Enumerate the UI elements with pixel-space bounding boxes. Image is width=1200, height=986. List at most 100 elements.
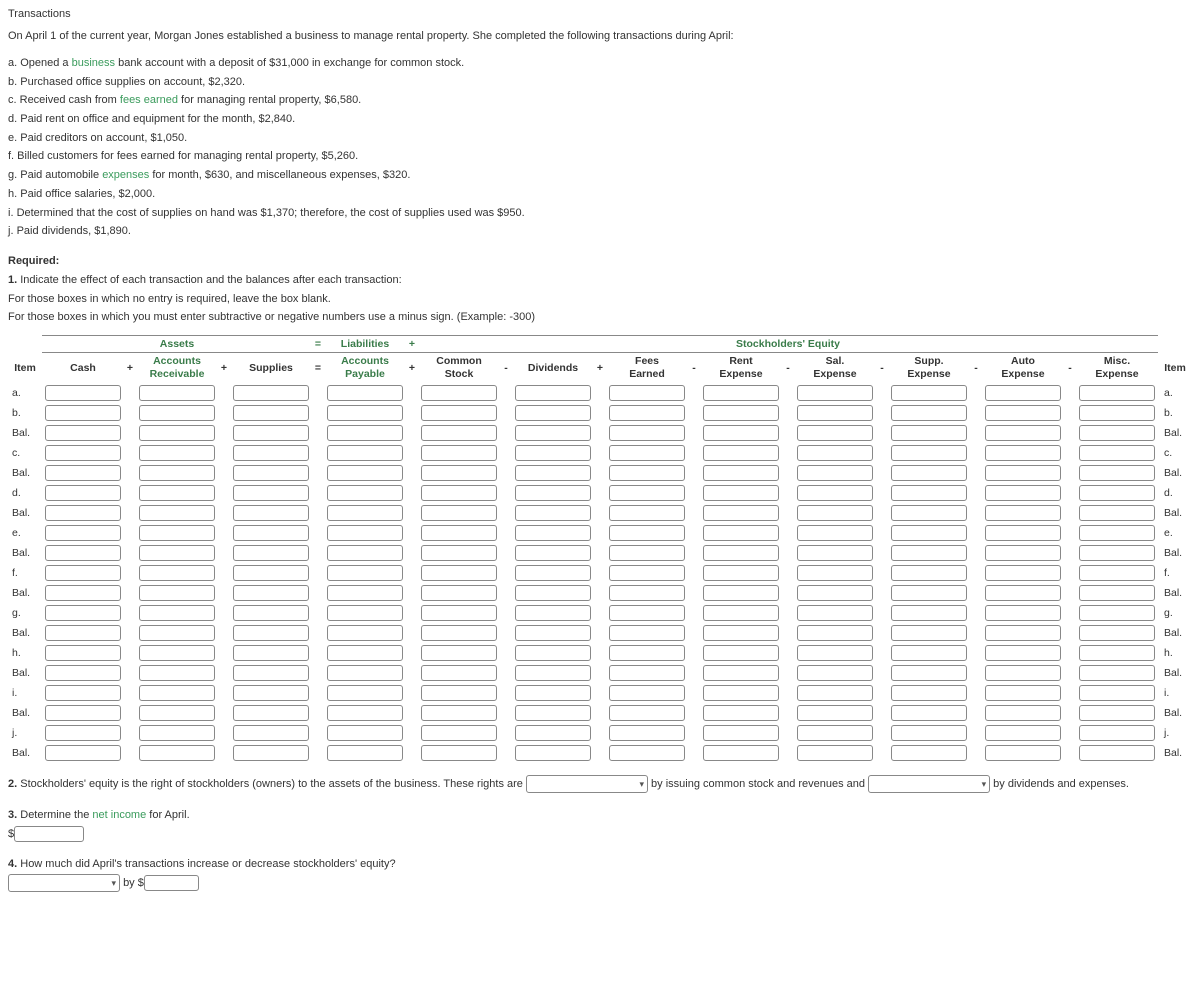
cell-input[interactable] bbox=[703, 525, 779, 541]
cell-input[interactable] bbox=[985, 405, 1061, 421]
cell-input[interactable] bbox=[421, 465, 497, 481]
cell-input[interactable] bbox=[327, 625, 403, 641]
cell-input[interactable] bbox=[139, 585, 215, 601]
cell-input[interactable] bbox=[609, 605, 685, 621]
cell-input[interactable] bbox=[985, 485, 1061, 501]
cell-input[interactable] bbox=[985, 445, 1061, 461]
cell-input[interactable] bbox=[797, 605, 873, 621]
cell-input[interactable] bbox=[1079, 725, 1155, 741]
cell-input[interactable] bbox=[421, 485, 497, 501]
cell-input[interactable] bbox=[891, 725, 967, 741]
cell-input[interactable] bbox=[327, 665, 403, 681]
cell-input[interactable] bbox=[797, 725, 873, 741]
cell-input[interactable] bbox=[45, 605, 121, 621]
cell-input[interactable] bbox=[421, 725, 497, 741]
cell-input[interactable] bbox=[1079, 405, 1155, 421]
cell-input[interactable] bbox=[891, 385, 967, 401]
cell-input[interactable] bbox=[797, 445, 873, 461]
cell-input[interactable] bbox=[233, 405, 309, 421]
cell-input[interactable] bbox=[327, 745, 403, 761]
cell-input[interactable] bbox=[515, 565, 591, 581]
cell-input[interactable] bbox=[1079, 605, 1155, 621]
cell-input[interactable] bbox=[797, 645, 873, 661]
cell-input[interactable] bbox=[609, 745, 685, 761]
cell-input[interactable] bbox=[515, 585, 591, 601]
cell-input[interactable] bbox=[327, 725, 403, 741]
cell-input[interactable] bbox=[985, 725, 1061, 741]
cell-input[interactable] bbox=[703, 485, 779, 501]
cell-input[interactable] bbox=[233, 465, 309, 481]
cell-input[interactable] bbox=[45, 585, 121, 601]
cell-input[interactable] bbox=[1079, 585, 1155, 601]
cell-input[interactable] bbox=[233, 425, 309, 441]
cell-input[interactable] bbox=[891, 445, 967, 461]
cell-input[interactable] bbox=[515, 625, 591, 641]
cell-input[interactable] bbox=[139, 445, 215, 461]
cell-input[interactable] bbox=[985, 705, 1061, 721]
cell-input[interactable] bbox=[327, 705, 403, 721]
cell-input[interactable] bbox=[515, 665, 591, 681]
q2-select-2[interactable] bbox=[868, 775, 990, 793]
cell-input[interactable] bbox=[891, 625, 967, 641]
cell-input[interactable] bbox=[797, 485, 873, 501]
cell-input[interactable] bbox=[609, 585, 685, 601]
cell-input[interactable] bbox=[703, 465, 779, 481]
cell-input[interactable] bbox=[515, 685, 591, 701]
cell-input[interactable] bbox=[327, 405, 403, 421]
cell-input[interactable] bbox=[985, 665, 1061, 681]
cell-input[interactable] bbox=[609, 665, 685, 681]
cell-input[interactable] bbox=[327, 505, 403, 521]
cell-input[interactable] bbox=[985, 645, 1061, 661]
cell-input[interactable] bbox=[985, 385, 1061, 401]
cell-input[interactable] bbox=[515, 465, 591, 481]
cell-input[interactable] bbox=[1079, 385, 1155, 401]
cell-input[interactable] bbox=[797, 665, 873, 681]
cell-input[interactable] bbox=[797, 565, 873, 581]
cell-input[interactable] bbox=[233, 565, 309, 581]
cell-input[interactable] bbox=[609, 405, 685, 421]
cell-input[interactable] bbox=[797, 505, 873, 521]
cell-input[interactable] bbox=[233, 665, 309, 681]
cell-input[interactable] bbox=[139, 405, 215, 421]
cell-input[interactable] bbox=[139, 505, 215, 521]
cell-input[interactable] bbox=[609, 565, 685, 581]
cell-input[interactable] bbox=[703, 385, 779, 401]
cell-input[interactable] bbox=[515, 425, 591, 441]
cell-input[interactable] bbox=[139, 485, 215, 501]
cell-input[interactable] bbox=[421, 625, 497, 641]
cell-input[interactable] bbox=[233, 705, 309, 721]
cell-input[interactable] bbox=[139, 465, 215, 481]
cell-input[interactable] bbox=[421, 745, 497, 761]
cell-input[interactable] bbox=[139, 525, 215, 541]
glossary-link[interactable]: business bbox=[72, 57, 115, 69]
cell-input[interactable] bbox=[515, 505, 591, 521]
q3-input[interactable] bbox=[14, 826, 84, 842]
cell-input[interactable] bbox=[1079, 685, 1155, 701]
cell-input[interactable] bbox=[327, 465, 403, 481]
cell-input[interactable] bbox=[515, 525, 591, 541]
cell-input[interactable] bbox=[327, 645, 403, 661]
cell-input[interactable] bbox=[515, 645, 591, 661]
cell-input[interactable] bbox=[233, 545, 309, 561]
cell-input[interactable] bbox=[421, 645, 497, 661]
cell-input[interactable] bbox=[45, 565, 121, 581]
cell-input[interactable] bbox=[45, 465, 121, 481]
cell-input[interactable] bbox=[703, 505, 779, 521]
cell-input[interactable] bbox=[609, 525, 685, 541]
cell-input[interactable] bbox=[421, 405, 497, 421]
cell-input[interactable] bbox=[139, 425, 215, 441]
cell-input[interactable] bbox=[703, 565, 779, 581]
cell-input[interactable] bbox=[421, 425, 497, 441]
cell-input[interactable] bbox=[139, 665, 215, 681]
cell-input[interactable] bbox=[703, 605, 779, 621]
cell-input[interactable] bbox=[1079, 525, 1155, 541]
cell-input[interactable] bbox=[515, 705, 591, 721]
cell-input[interactable] bbox=[45, 685, 121, 701]
cell-input[interactable] bbox=[797, 425, 873, 441]
cell-input[interactable] bbox=[45, 405, 121, 421]
cell-input[interactable] bbox=[233, 645, 309, 661]
cell-input[interactable] bbox=[45, 485, 121, 501]
cell-input[interactable] bbox=[45, 625, 121, 641]
cell-input[interactable] bbox=[703, 645, 779, 661]
cell-input[interactable] bbox=[327, 685, 403, 701]
